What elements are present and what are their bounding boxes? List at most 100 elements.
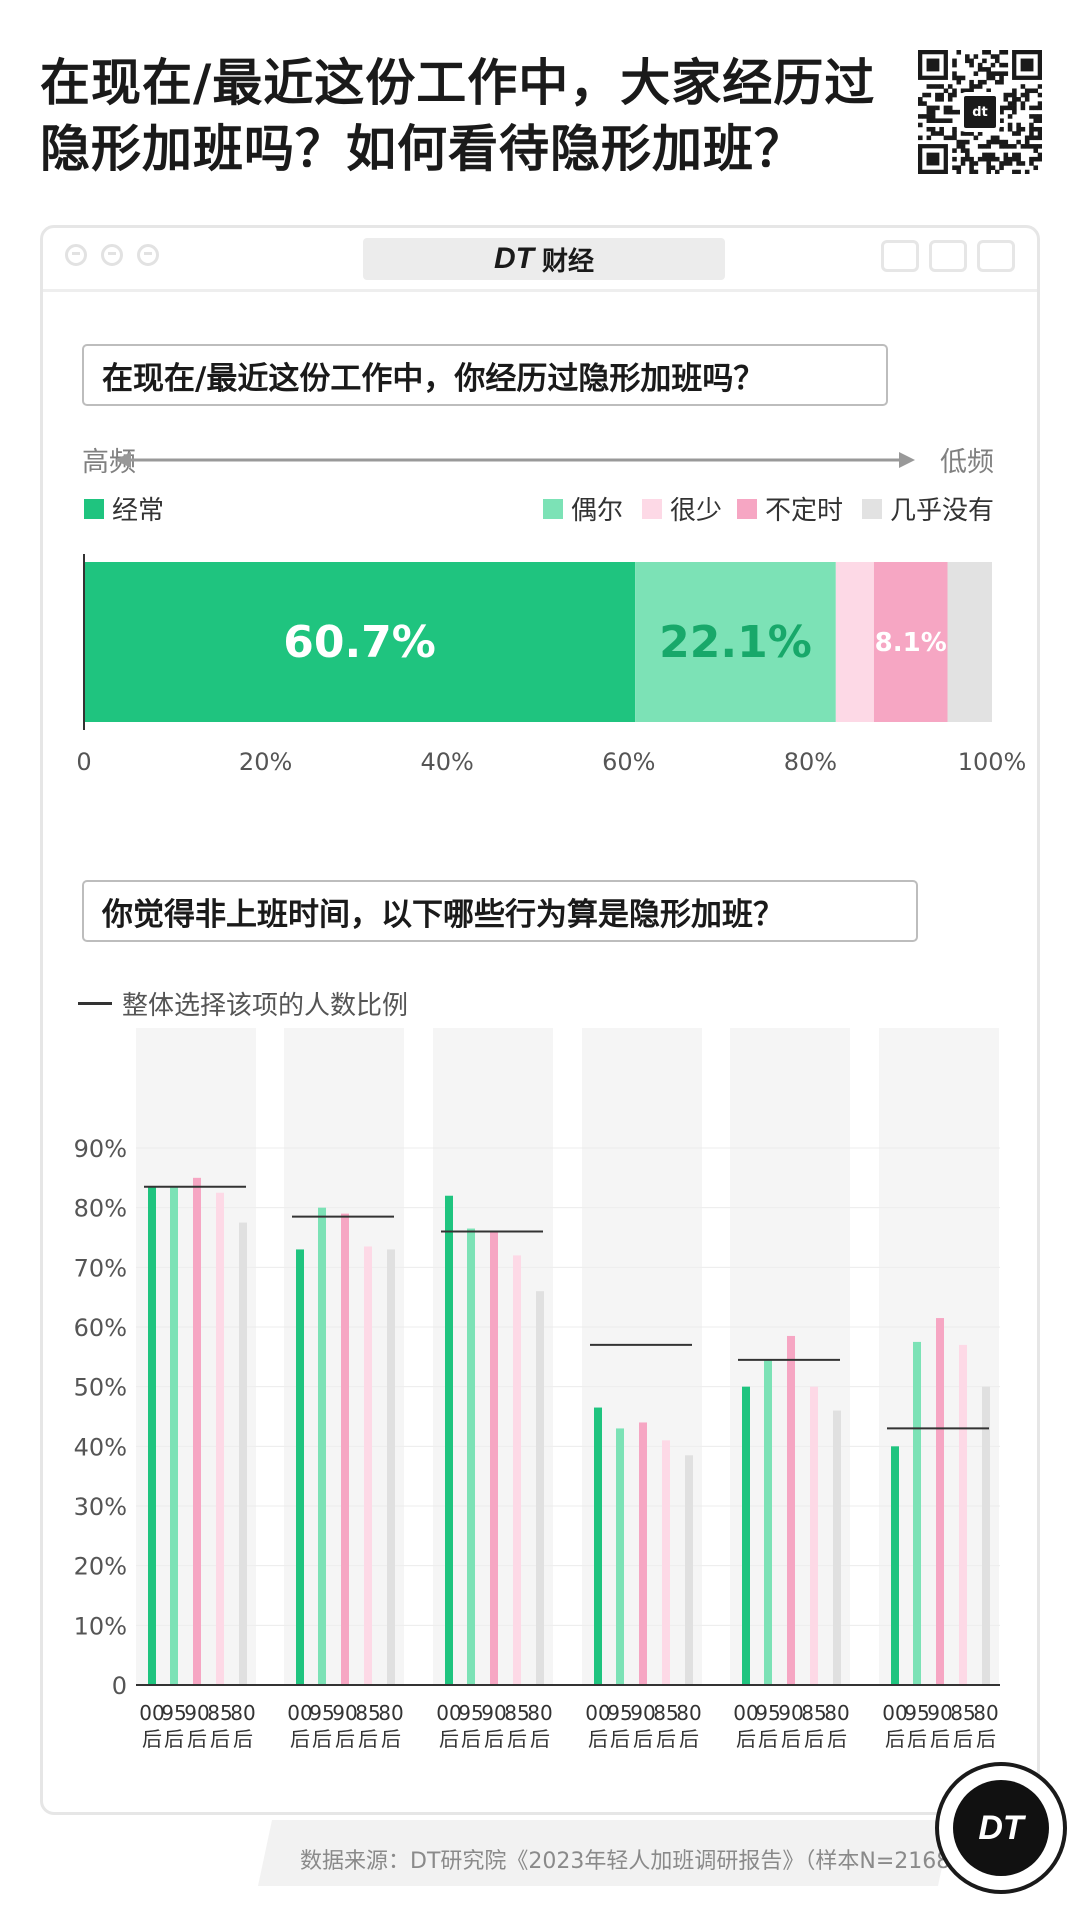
cohort-label-top: 80 [378,1701,403,1725]
grouped-bar [148,1186,156,1685]
cohort-label-top: 00 [139,1701,164,1725]
cohort-label-bottom: 后 [976,1727,996,1751]
cohort-label-bottom: 后 [187,1727,207,1751]
cohort-label-bottom: 后 [758,1727,778,1751]
legend-label: 经常 [112,496,165,526]
grouped-bar [810,1386,818,1685]
grouped-bar [662,1440,670,1685]
cohort-label-top: 90 [778,1701,803,1725]
overall-line-swatch [78,1002,112,1005]
legend-swatch [737,498,757,519]
grouped-bar [982,1386,990,1685]
cohort-label-bottom: 后 [142,1727,162,1751]
cohort-label-top: 80 [824,1701,849,1725]
stacked-x-tick-label: 60% [602,748,655,776]
grouped-bar [833,1410,841,1685]
overall-line-label: 整体选择该项的人数比例 [122,991,409,1021]
y-tick-label: 90% [74,1135,127,1163]
y-tick-label: 10% [74,1612,127,1640]
legend-swatch [84,498,104,519]
minimize-icon[interactable] [101,244,123,266]
y-tick-label: 80% [74,1195,127,1223]
stacked-bar-value-label: 22.1% [659,617,812,668]
cohort-label-bottom: 后 [633,1727,653,1751]
stacked-bar-value-label: 8.1% [875,628,947,658]
qr-code[interactable]: dt [918,50,1043,175]
grouped-bar [616,1428,624,1685]
question-1-box: 在现在/最近这份工作中，你经历过隐形加班吗？ [82,344,888,406]
cohort-label-bottom: 后 [736,1727,756,1751]
copy-icon[interactable] [977,240,1015,272]
grouped-bar [387,1249,395,1685]
stacked-bar-segment [84,562,636,722]
grouped-bar [467,1228,475,1685]
y-tick-label: 0 [112,1672,127,1700]
cohort-label-top: 95 [904,1701,929,1725]
cohort-label-bottom: 后 [507,1727,527,1751]
cohort-label-top: 85 [653,1701,678,1725]
grouped-bar [913,1341,921,1685]
grouped-bar [959,1344,967,1685]
cohort-label-top: 90 [630,1701,655,1725]
grouped-bar [216,1192,224,1685]
cohort-label-bottom: 后 [381,1727,401,1751]
cohort-label-bottom: 后 [164,1727,184,1751]
legend-item-often: 经常 [84,490,164,527]
y-tick-label: 30% [74,1493,127,1521]
cohort-label-top: 00 [436,1701,461,1725]
stacked-bar-segment [947,562,992,722]
grouped-bar [536,1291,544,1685]
grouped-bar [490,1231,498,1685]
cohort-label-top: 90 [332,1701,357,1725]
cohort-label-bottom: 后 [358,1727,378,1751]
cohort-label-top: 95 [607,1701,632,1725]
cohort-label-bottom: 后 [656,1727,676,1751]
cohort-label-bottom: 后 [885,1727,905,1751]
y-tick-label: 50% [74,1374,127,1402]
grouped-bar [685,1455,693,1685]
cohort-label-bottom: 后 [588,1727,608,1751]
qr-pattern [918,50,1043,175]
grouped-bar [891,1446,899,1685]
cohort-label-bottom: 后 [781,1727,801,1751]
grouped-bar [787,1335,795,1685]
maximize-icon[interactable] [137,244,159,266]
question-1-title: 在现在/最近这份工作中，你经历过隐形加班吗？ [102,360,765,397]
scale-arrow [115,452,915,468]
brand-logo-cn: 财经 [541,246,594,277]
cohort-label-top: 85 [355,1701,380,1725]
cohort-label-top: 90 [927,1701,952,1725]
cohort-label-bottom: 后 [290,1727,310,1751]
cohort-label-top: 85 [207,1701,232,1725]
legend-swatch [543,498,563,519]
cohort-label-top: 00 [585,1701,610,1725]
grouped-bar [513,1255,521,1685]
stacked-x-tick-label: 100% [958,748,1027,776]
window-titlebar: DT 财经 [43,228,1037,292]
legend-item-almost-never: 几乎没有 [862,490,994,527]
cohort-label-bottom: 后 [210,1727,230,1751]
y-tick-label: 20% [74,1553,127,1581]
share-icon[interactable] [929,240,967,272]
grouped-bar [364,1246,372,1685]
grouped-bar [170,1186,178,1685]
main-title-line2: 隐形加班吗？如何看待隐形加班？ [40,120,805,178]
stacked-x-tick-label: 20% [239,748,292,776]
cohort-label-bottom: 后 [930,1727,950,1751]
close-icon[interactable] [65,244,87,266]
grouped-bar [341,1213,349,1685]
legend-label: 偶尔 [571,496,624,526]
cohort-label-bottom: 后 [827,1727,847,1751]
legend-item-rarely: 很少 [642,490,722,527]
cohort-label-top: 80 [676,1701,701,1725]
cohort-label-top: 95 [161,1701,186,1725]
grouped-bar [764,1359,772,1685]
legend-item-sometimes: 偶尔 [543,490,623,527]
scale-right-label: 低频 [940,447,994,478]
dt-badge[interactable]: DT [935,1762,1067,1894]
cohort-label-bottom: 后 [530,1727,550,1751]
cohort-label-top: 95 [458,1701,483,1725]
cohort-label-top: 00 [287,1701,312,1725]
cohort-label-bottom: 后 [484,1727,504,1751]
record-icon[interactable] [881,240,919,272]
